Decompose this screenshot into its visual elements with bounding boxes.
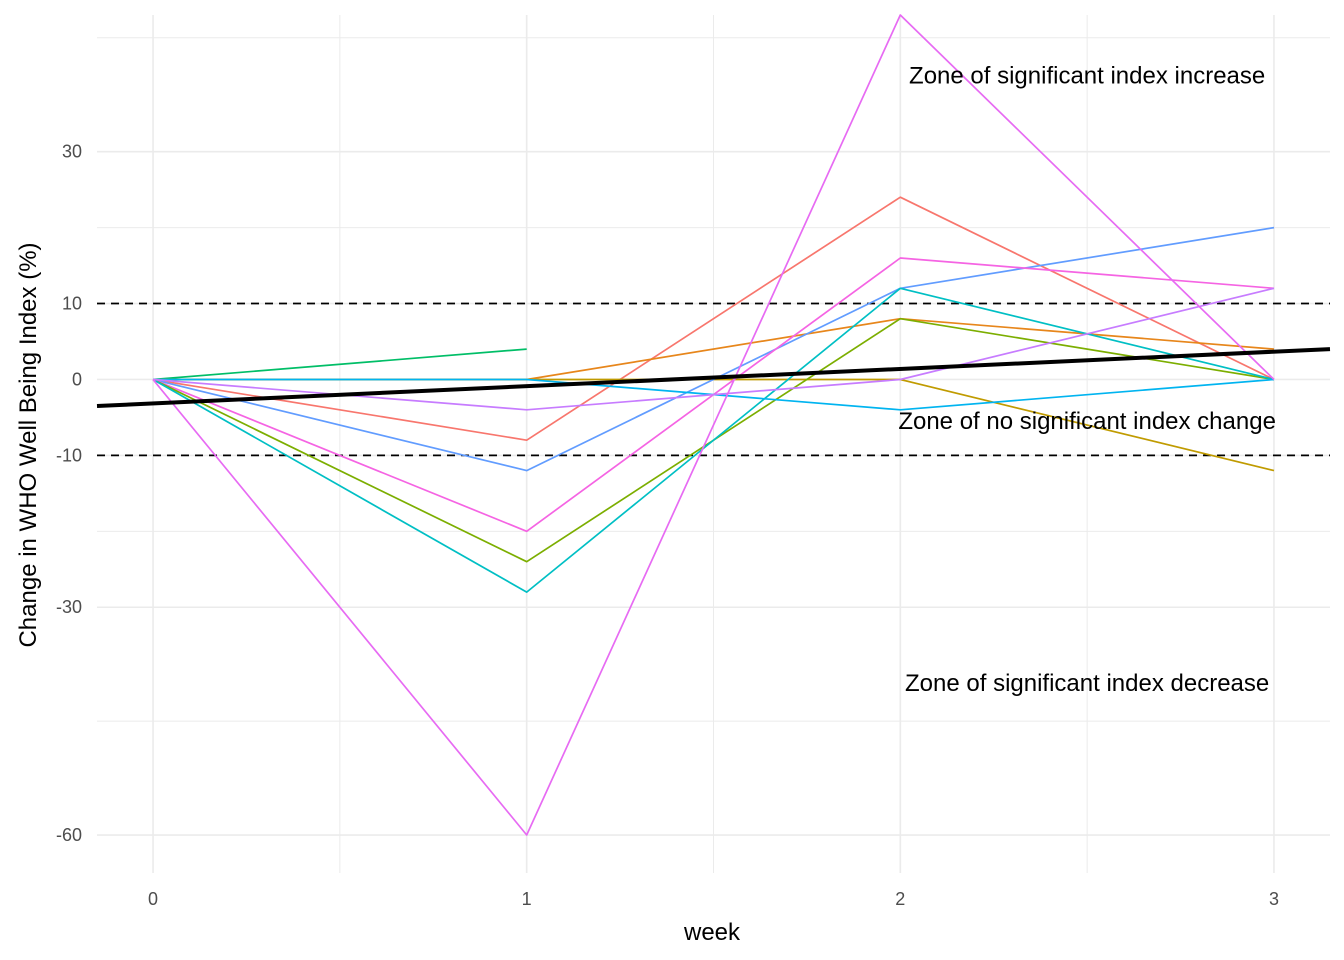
- x-tick-label: 2: [895, 889, 905, 909]
- zone-annotation: Zone of no significant index change: [898, 408, 1276, 435]
- series-line-1: [152, 348, 527, 381]
- reference-lines: [97, 302, 1330, 457]
- zone-annotation: Zone of significant index increase: [909, 63, 1265, 90]
- zone-annotations: Zone of significant index increase Zone o…: [898, 63, 1276, 697]
- y-axis-tick-labels: 30 10 0 -10 -30 -60: [56, 142, 82, 845]
- x-axis-tick-labels: 0 1 2 3: [148, 889, 1279, 909]
- x-axis-title: week: [683, 919, 741, 946]
- x-tick-label: 3: [1269, 889, 1279, 909]
- series-line-2: [152, 196, 1275, 442]
- zone-annotation: Zone of significant index decrease: [905, 670, 1269, 697]
- trend-line: [96, 347, 1331, 409]
- y-axis-title: Change in WHO Well Being Index (%): [15, 242, 42, 647]
- x-tick-label: 1: [522, 889, 532, 909]
- y-tick-label: -30: [56, 597, 82, 617]
- trend-line-group: [96, 347, 1331, 409]
- y-tick-label: 0: [72, 369, 82, 389]
- y-tick-label: 10: [62, 294, 82, 314]
- y-tick-label: 30: [62, 142, 82, 162]
- y-tick-label: -60: [56, 825, 82, 845]
- y-tick-label: -10: [56, 445, 82, 465]
- series-line-11: [152, 14, 1275, 836]
- minor-gridlines: [97, 15, 1330, 873]
- x-tick-label: 0: [148, 889, 158, 909]
